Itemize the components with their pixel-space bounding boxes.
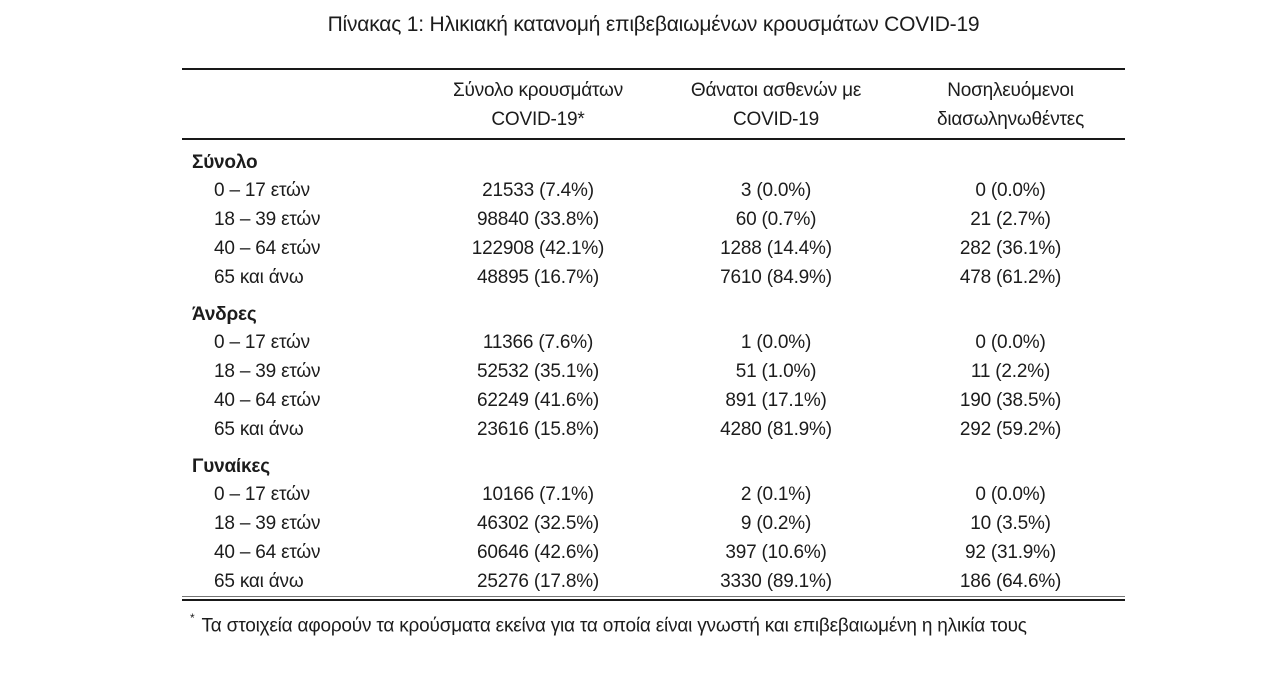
- deaths-cell: 4280 (81.9%): [720, 419, 832, 440]
- age-cell: 18 – 39 ετών: [214, 513, 321, 534]
- intubated-cell: 190 (38.5%): [959, 390, 1062, 411]
- age-cell: 65 και άνω: [214, 267, 304, 288]
- table-row: 65 και άνω 25276 (17.8%) 3330 (89.1%) 18…: [182, 567, 1125, 596]
- section-label-total: Σύνολο: [192, 152, 258, 173]
- column-header-intubated: Νοσηλευόμενοι διασωληνωθέντες: [896, 69, 1125, 140]
- cases-cell: 122908 (42.1%): [471, 238, 605, 259]
- intubated-cell: 21 (2.7%): [970, 209, 1051, 230]
- table-bottom-rule: [182, 596, 1125, 601]
- section-label-men: Άνδρες: [192, 304, 257, 325]
- cases-cell: 46302 (32.5%): [476, 513, 600, 534]
- table-caption: Πίνακας 1: Ηλικιακή κατανομή επιβεβαιωμέ…: [327, 13, 980, 36]
- intubated-cell: 10 (3.5%): [970, 513, 1051, 534]
- intubated-cell: 292 (59.2%): [959, 419, 1062, 440]
- table-row: 18 – 39 ετών 52532 (35.1%) 51 (1.0%) 11 …: [182, 357, 1125, 386]
- deaths-cell: 3 (0.0%): [740, 180, 812, 201]
- intubated-cell: 478 (61.2%): [959, 267, 1062, 288]
- cases-cell: 21533 (7.4%): [482, 180, 594, 201]
- deaths-cell: 60 (0.7%): [735, 209, 817, 230]
- corner-cell: [182, 69, 420, 140]
- footnote-text: Τα στοιχεία αφορούν τα κρούσματα εκείνα …: [201, 615, 1027, 637]
- cases-cell: 60646 (42.6%): [476, 542, 600, 563]
- age-cell: 0 – 17 ετών: [214, 332, 310, 353]
- document-page: Πίνακας 1: Ηλικιακή κατανομή επιβεβαιωμέ…: [182, 0, 1125, 637]
- column-header-deaths-line1: Θάνατοι ασθενών με: [690, 80, 862, 101]
- cases-cell: 25276 (17.8%): [476, 571, 600, 592]
- column-header-cases-line2: COVID-19*: [491, 109, 585, 130]
- section-header-row: Σύνολο: [182, 139, 1125, 176]
- age-cell: 65 και άνω: [214, 571, 304, 592]
- intubated-cell: 186 (64.6%): [959, 571, 1062, 592]
- section-label-women: Γυναίκες: [192, 456, 270, 477]
- table-row: 65 και άνω 48895 (16.7%) 7610 (84.9%) 47…: [182, 263, 1125, 292]
- table-row: 40 – 64 ετών 60646 (42.6%) 397 (10.6%) 9…: [182, 538, 1125, 567]
- age-cell: 18 – 39 ετών: [214, 361, 321, 382]
- cases-cell: 11366 (7.6%): [482, 332, 594, 353]
- cases-cell: 23616 (15.8%): [476, 419, 600, 440]
- intubated-cell: 0 (0.0%): [975, 180, 1046, 201]
- header-row: Σύνολο κρουσμάτων COVID-19* Θάνατοι ασθε…: [182, 69, 1125, 140]
- deaths-cell: 397 (10.6%): [725, 542, 827, 563]
- table-row: 65 και άνω 23616 (15.8%) 4280 (81.9%) 29…: [182, 415, 1125, 444]
- cases-cell: 62249 (41.6%): [476, 390, 600, 411]
- column-header-intubated-line2: διασωληνωθέντες: [936, 109, 1085, 130]
- deaths-cell: 51 (1.0%): [735, 361, 817, 382]
- deaths-cell: 3330 (89.1%): [720, 571, 832, 592]
- intubated-cell: 0 (0.0%): [975, 332, 1046, 353]
- intubated-cell: 11 (2.2%): [970, 361, 1051, 382]
- deaths-cell: 7610 (84.9%): [720, 267, 832, 288]
- cases-cell: 52532 (35.1%): [476, 361, 600, 382]
- deaths-cell: 891 (17.1%): [725, 390, 827, 411]
- table-row: 0 – 17 ετών 10166 (7.1%) 2 (0.1%) 0 (0.0…: [182, 480, 1125, 509]
- footnote-asterisk: *: [190, 611, 195, 625]
- age-cell: 0 – 17 ετών: [214, 484, 310, 505]
- table-row: 0 – 17 ετών 21533 (7.4%) 3 (0.0%) 0 (0.0…: [182, 176, 1125, 205]
- column-header-deaths-line2: COVID-19: [732, 109, 820, 130]
- table-row: 0 – 17 ετών 11366 (7.6%) 1 (0.0%) 0 (0.0…: [182, 328, 1125, 357]
- age-cell: 40 – 64 ετών: [214, 390, 321, 411]
- cases-cell: 98840 (33.8%): [476, 209, 600, 230]
- covid-age-distribution-table: Σύνολο κρουσμάτων COVID-19* Θάνατοι ασθε…: [182, 68, 1125, 596]
- intubated-cell: 0 (0.0%): [975, 484, 1046, 505]
- table-row: 40 – 64 ετών 62249 (41.6%) 891 (17.1%) 1…: [182, 386, 1125, 415]
- deaths-cell: 9 (0.2%): [740, 513, 812, 534]
- deaths-cell: 1288 (14.4%): [720, 238, 832, 259]
- table-row: 40 – 64 ετών 122908 (42.1%) 1288 (14.4%)…: [182, 234, 1125, 263]
- section-header-row: Γυναίκες: [182, 444, 1125, 480]
- table-row: 18 – 39 ετών 46302 (32.5%) 9 (0.2%) 10 (…: [182, 509, 1125, 538]
- column-header-cases: Σύνολο κρουσμάτων COVID-19*: [420, 69, 656, 140]
- age-cell: 40 – 64 ετών: [214, 542, 321, 563]
- intubated-cell: 92 (31.9%): [965, 542, 1056, 563]
- intubated-cell: 282 (36.1%): [959, 238, 1062, 259]
- section-header-row: Άνδρες: [182, 292, 1125, 328]
- age-cell: 18 – 39 ετών: [214, 209, 321, 230]
- column-header-deaths: Θάνατοι ασθενών με COVID-19: [656, 69, 896, 140]
- age-cell: 40 – 64 ετών: [214, 238, 321, 259]
- deaths-cell: 2 (0.1%): [740, 484, 812, 505]
- cases-cell: 48895 (16.7%): [476, 267, 600, 288]
- column-header-cases-line1: Σύνολο κρουσμάτων: [453, 80, 623, 101]
- table-row: 18 – 39 ετών 98840 (33.8%) 60 (0.7%) 21 …: [182, 205, 1125, 234]
- deaths-cell: 1 (0.0%): [740, 332, 812, 353]
- cases-cell: 10166 (7.1%): [482, 484, 594, 505]
- column-header-intubated-line1: Νοσηλευόμενοι: [947, 80, 1074, 101]
- age-cell: 0 – 17 ετών: [214, 180, 310, 201]
- footnote: * Τα στοιχεία αφορούν τα κρούσματα εκείνα…: [182, 609, 1125, 637]
- age-cell: 65 και άνω: [214, 419, 304, 440]
